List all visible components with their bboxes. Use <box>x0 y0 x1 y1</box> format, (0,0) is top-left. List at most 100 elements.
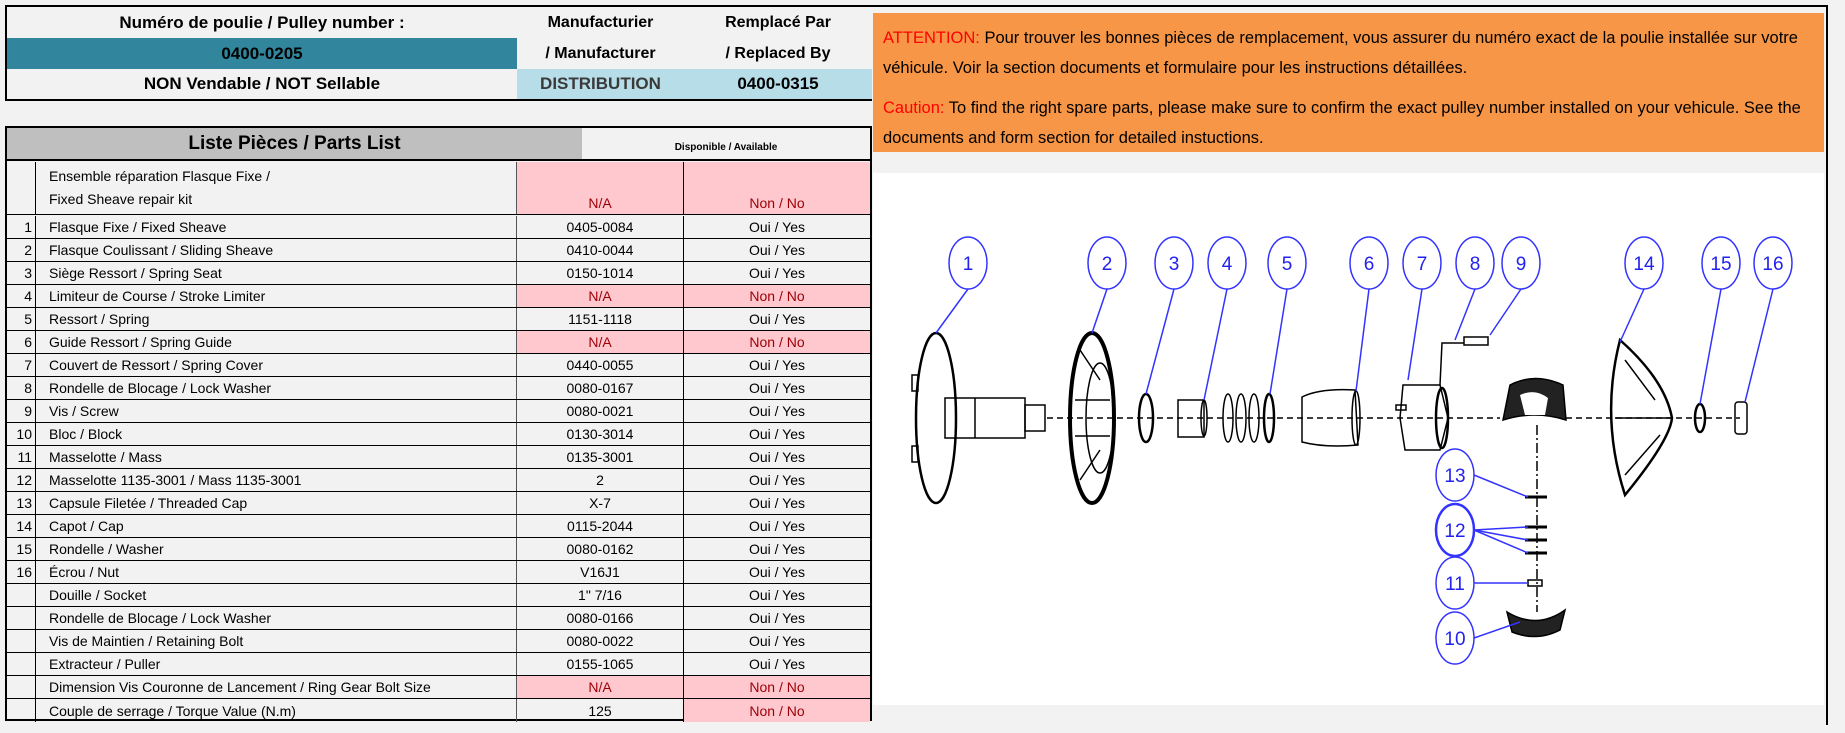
parts-list-title: Liste Pièces / Parts List <box>7 128 582 161</box>
balloon-label: 15 <box>1710 254 1731 275</box>
balloon-14: 14 <box>1619 236 1664 343</box>
table-row: Extracteur / Puller 0155-1065 Oui / Yes <box>7 653 870 676</box>
balloon-6: 6 <box>1349 236 1389 392</box>
row-part-number: 0130-3014 <box>517 423 684 445</box>
row-part-number: V16J1 <box>517 561 684 583</box>
balloon-7: 7 <box>1402 236 1442 381</box>
kit-desc-en: Fixed Sheave repair kit <box>49 191 193 207</box>
row-part-number: 0150-1014 <box>517 262 684 284</box>
diagram-parts <box>911 331 1748 638</box>
row-number <box>7 607 36 629</box>
row-number: 12 <box>7 469 36 491</box>
row-number: 16 <box>7 561 36 583</box>
row-part-number: N/A <box>517 676 684 698</box>
row-description: Vis / Screw <box>36 400 517 422</box>
manufacturer-label-en: / Manufacturer <box>545 44 656 62</box>
balloon-label: 12 <box>1444 521 1465 542</box>
row-description: Écrou / Nut <box>36 561 517 583</box>
row-number <box>7 162 36 214</box>
balloon-5: 5 <box>1267 236 1307 395</box>
table-row: 8 Rondelle de Blocage / Lock Washer 0080… <box>7 377 870 400</box>
table-row: 5 Ressort / Spring 1151-1118 Oui / Yes <box>7 308 870 331</box>
row-available: Oui / Yes <box>748 265 806 281</box>
balloon-8: 8 <box>1454 236 1495 341</box>
kit-desc-fr: Ensemble réparation Flasque Fixe / <box>49 168 270 184</box>
row-available: Oui / Yes <box>748 610 806 626</box>
table-row: 11 Masselotte / Mass 0135-3001 Oui / Yes <box>7 446 870 469</box>
balloon-label: 10 <box>1444 629 1465 650</box>
table-row: Vis de Maintien / Retaining Bolt 0080-00… <box>7 630 870 653</box>
part-nut <box>1734 401 1748 435</box>
balloon-label: 7 <box>1417 254 1428 275</box>
row-available: Oui / Yes <box>748 380 806 396</box>
part-cap <box>1609 337 1674 498</box>
notice-fr: ATTENTION: Pour trouver les bonnes pièce… <box>883 23 1824 83</box>
row-description: Couple de serrage / Torque Value (N.m) <box>36 699 517 722</box>
row-available: Oui / Yes <box>748 495 806 511</box>
row-description: Extracteur / Puller <box>36 653 517 675</box>
row-part-number: 0080-0021 <box>517 400 684 422</box>
table-row-kit: Ensemble réparation Flasque Fixe / Fixed… <box>7 162 870 215</box>
row-part-number: 0115-2044 <box>517 515 684 537</box>
row-available: Oui / Yes <box>748 357 806 373</box>
row-number <box>7 584 36 606</box>
notice-en-text: To find the right spare parts, please ma… <box>883 99 1801 147</box>
row-number: 1 <box>7 216 36 238</box>
part-masses <box>1525 495 1547 587</box>
table-row: 7 Couvert de Ressort / Spring Cover 0440… <box>7 354 870 377</box>
table-row: 3 Siège Ressort / Spring Seat 0150-1014 … <box>7 262 870 285</box>
border-top <box>872 5 1828 7</box>
row-part-number: 1151-1118 <box>517 308 684 330</box>
table-row: 15 Rondelle / Washer 0080-0162 Oui / Yes <box>7 538 870 561</box>
row-description: Siège Ressort / Spring Seat <box>36 262 517 284</box>
row-part-number: N/A <box>517 331 684 353</box>
balloon-label: 16 <box>1762 254 1783 275</box>
balloon-1: 1 <box>935 236 988 334</box>
balloon-label: 5 <box>1282 254 1293 275</box>
row-number: 7 <box>7 354 36 376</box>
row-part-number: 0080-0167 <box>517 377 684 399</box>
row-description: Flasque Coulissant / Sliding Sheave <box>36 239 517 261</box>
exploded-diagram: 1 2 3 4 5 6 7 8 9 14 15 16 13 12 11 10 <box>873 173 1824 705</box>
table-row: Dimension Vis Couronne de Lancement / Ri… <box>7 676 870 699</box>
balloon-label: 6 <box>1364 254 1375 275</box>
balloon-label: 2 <box>1102 254 1113 275</box>
row-available: Oui / Yes <box>748 541 806 557</box>
row-part-number: X-7 <box>517 492 684 514</box>
table-row: Rondelle de Blocage / Lock Washer 0080-0… <box>7 607 870 630</box>
row-number <box>7 653 36 675</box>
balloon-label: 3 <box>1169 254 1180 275</box>
table-row: 10 Bloc / Block 0130-3014 Oui / Yes <box>7 423 870 446</box>
row-description: Rondelle / Washer <box>36 538 517 560</box>
table-row: 2 Flasque Coulissant / Sliding Sheave 04… <box>7 239 870 262</box>
part-bloc <box>1505 608 1567 638</box>
row-description: Couvert de Ressort / Spring Cover <box>36 354 517 376</box>
row-available: Non / No <box>684 285 870 307</box>
row-available: Oui / Yes <box>748 426 806 442</box>
row-description: Douille / Socket <box>36 584 517 606</box>
row-description: Vis de Maintien / Retaining Bolt <box>36 630 517 652</box>
pulley-info-box: Numéro de poulie / Pulley number : 0400-… <box>5 5 872 101</box>
manufacturer-label: Manufacturier <box>547 13 654 31</box>
replaced-by-label-en: / Replaced By <box>725 44 831 62</box>
row-number <box>7 630 36 652</box>
row-part-number: 0405-0084 <box>517 216 684 238</box>
row-part-number: 2 <box>517 469 684 491</box>
row-part-number: 0135-3001 <box>517 446 684 468</box>
row-available: Oui / Yes <box>748 311 806 327</box>
pulley-number-label: Numéro de poulie / Pulley number : <box>119 12 405 32</box>
manufacturer-value: DISTRIBUTION <box>517 69 684 99</box>
part-spring-cover <box>1395 342 1464 451</box>
row-part-number: 1" 7/16 <box>517 584 684 606</box>
parts-list-table: Liste Pièces / Parts List Disponible / A… <box>5 126 872 722</box>
row-description: Guide Ressort / Spring Guide <box>36 331 517 353</box>
row-number: 14 <box>7 515 36 537</box>
sellable-status: NON Vendable / NOT Sellable <box>143 74 381 93</box>
balloon-11: 11 <box>1435 556 1528 610</box>
notice-fr-label: ATTENTION: <box>883 29 980 47</box>
row-description: Ressort / Spring <box>36 308 517 330</box>
row-number: 10 <box>7 423 36 445</box>
row-available: Non / No <box>684 676 870 698</box>
row-description: Dimension Vis Couronne de Lancement / Ri… <box>36 676 517 698</box>
